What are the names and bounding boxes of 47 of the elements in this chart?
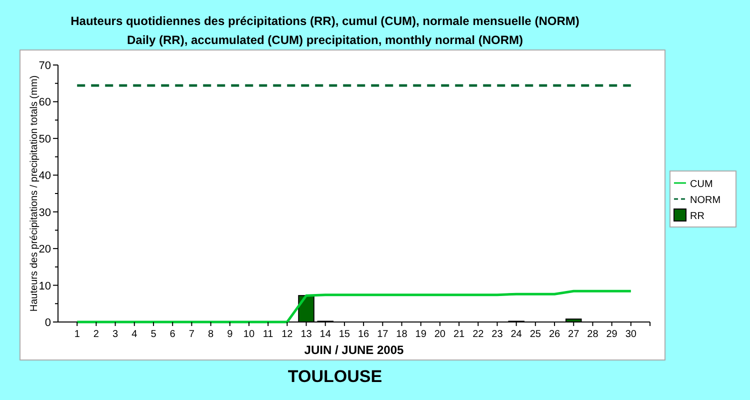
- legend-label: RR: [690, 211, 704, 222]
- x-tick-label: 2: [93, 329, 100, 340]
- x-tick-label: 27: [568, 329, 580, 340]
- y-tick-label: 60: [38, 96, 51, 109]
- x-tick-label: 19: [415, 329, 427, 340]
- line-series: [76, 290, 632, 324]
- x-tick-label: 9: [227, 329, 234, 340]
- legend-label: CUM: [690, 179, 713, 190]
- x-tick-label: 20: [434, 329, 446, 340]
- y-tick-label: 50: [38, 133, 51, 146]
- x-tick-label: 7: [188, 329, 195, 340]
- x-tick-label: 15: [338, 329, 350, 340]
- x-tick-label: 18: [396, 329, 408, 340]
- x-tick-label: 23: [492, 329, 504, 340]
- y-tick-label: 0: [44, 317, 51, 329]
- legend-label: NORM: [690, 195, 721, 206]
- x-tick-label: 5: [150, 329, 157, 340]
- chart-title: Hauteurs quotidiennes des précipitations (RR), cumul (CUM), normale mensuelle (NORM): [70, 14, 580, 28]
- text: TOULOUSE: [288, 367, 382, 386]
- y-tick-label: 30: [38, 206, 51, 219]
- y-tick-label: 10: [38, 280, 51, 292]
- x-tick-label: 12: [282, 329, 294, 340]
- x-tick-label: 21: [453, 329, 466, 340]
- x-tick-label: 1: [74, 329, 80, 340]
- y-axis-title: Hauteurs des précipitations / precipitation totals (mm): [29, 75, 40, 312]
- y-tick-label: 20: [38, 244, 51, 256]
- x-tick-label: 13: [300, 329, 312, 340]
- x-tick-label: 30: [625, 329, 637, 340]
- x-tick-label: 29: [606, 329, 618, 340]
- x-tick-label: 6: [170, 329, 176, 340]
- y-tick-label: 70: [38, 60, 51, 72]
- x-tick-label: 8: [208, 329, 214, 340]
- x-tick-label: 3: [112, 329, 119, 340]
- x-tick-label: 17: [377, 329, 389, 340]
- y-tick-label: 40: [38, 170, 51, 182]
- x-tick-label: 24: [510, 329, 522, 340]
- x-tick-label: 28: [587, 329, 599, 340]
- x-tick-label: 16: [358, 329, 370, 340]
- x-tick-label: 25: [530, 329, 542, 340]
- chart-subtitle: Daily (RR), accumulated (CUM) precipitation, monthly normal (NORM): [126, 33, 524, 47]
- x-axis-title: JUIN / JUNE 2005: [304, 343, 404, 357]
- x-tick-label: 11: [262, 329, 274, 340]
- x-tick-label: 22: [472, 329, 484, 340]
- x-tick-label: 10: [243, 329, 255, 340]
- x-tick-label: 14: [320, 329, 332, 340]
- x-tick-label: 4: [132, 329, 138, 340]
- x-tick-label: 26: [548, 329, 561, 340]
